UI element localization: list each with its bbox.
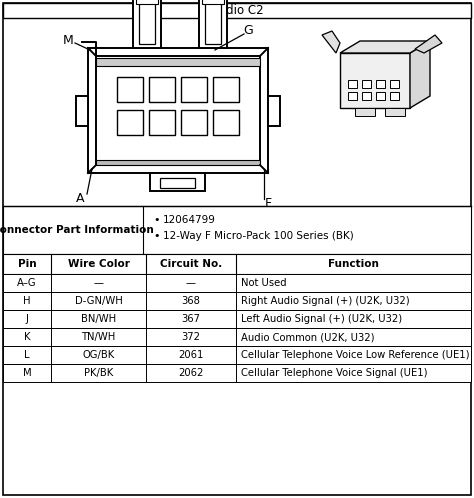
Text: 368: 368 — [182, 296, 201, 306]
Text: Cellular Telephone Voice Signal (UE1): Cellular Telephone Voice Signal (UE1) — [241, 368, 428, 378]
Text: Right Audio Signal (+) (U2K, U32): Right Audio Signal (+) (U2K, U32) — [241, 296, 410, 306]
Text: —: — — [186, 278, 196, 288]
Polygon shape — [322, 31, 340, 53]
Bar — [161, 178, 195, 188]
Text: —: — — [93, 278, 103, 288]
Text: Not Used: Not Used — [241, 278, 287, 288]
Bar — [362, 80, 371, 88]
Text: Connector Part Information: Connector Part Information — [0, 225, 154, 235]
Bar — [205, 0, 221, 44]
Bar — [3, 346, 471, 364]
Bar — [376, 80, 385, 88]
Bar — [390, 92, 399, 100]
Text: 2062: 2062 — [178, 368, 204, 378]
Text: •: • — [153, 231, 159, 241]
Bar — [202, 0, 224, 4]
Text: BN/WH: BN/WH — [81, 314, 116, 324]
Bar — [340, 53, 410, 108]
Bar — [117, 110, 143, 134]
Bar — [3, 292, 471, 310]
Bar — [139, 0, 155, 44]
Text: PK/BK: PK/BK — [84, 368, 113, 378]
Text: Left Audio Signal (+) (U2K, U32): Left Audio Signal (+) (U2K, U32) — [241, 314, 402, 324]
Text: TN/WH: TN/WH — [82, 332, 116, 342]
Bar — [376, 92, 385, 100]
Bar — [117, 77, 143, 102]
Text: 12064799: 12064799 — [163, 215, 216, 225]
Text: A: A — [76, 192, 84, 205]
Bar — [96, 160, 260, 165]
Bar — [355, 108, 375, 116]
Text: 2061: 2061 — [178, 350, 204, 360]
Bar — [181, 77, 207, 102]
Bar — [385, 108, 405, 116]
Text: L: L — [24, 350, 30, 360]
Text: M: M — [63, 33, 73, 46]
Text: OG/BK: OG/BK — [82, 350, 115, 360]
Text: M: M — [23, 368, 31, 378]
Text: •: • — [153, 215, 159, 225]
Bar — [3, 274, 471, 292]
Bar — [76, 96, 88, 125]
Bar — [181, 110, 207, 134]
Bar — [3, 328, 471, 346]
Text: Audio Common (U2K, U32): Audio Common (U2K, U32) — [241, 332, 374, 342]
Text: Cellular Telephone Voice Low Reference (UE1): Cellular Telephone Voice Low Reference (… — [241, 350, 470, 360]
Bar — [96, 56, 260, 165]
Text: Circuit No.: Circuit No. — [160, 259, 222, 269]
Bar — [362, 92, 371, 100]
Bar — [149, 77, 175, 102]
Bar — [268, 96, 280, 125]
Polygon shape — [415, 35, 442, 53]
Text: D-GN/WH: D-GN/WH — [74, 296, 122, 306]
Bar — [3, 364, 471, 382]
Text: 12-Way F Micro-Pack 100 Series (BK): 12-Way F Micro-Pack 100 Series (BK) — [163, 231, 354, 241]
Bar — [149, 110, 175, 134]
Bar — [3, 254, 471, 274]
Text: K: K — [24, 332, 30, 342]
Text: J: J — [26, 314, 28, 324]
Text: G: G — [243, 23, 253, 36]
Bar — [136, 0, 158, 4]
Bar — [3, 206, 471, 254]
Text: Wire Color: Wire Color — [68, 259, 129, 269]
Bar — [3, 310, 471, 328]
Bar — [96, 58, 260, 66]
Text: H: H — [23, 296, 31, 306]
Bar — [3, 3, 471, 18]
Text: A–G: A–G — [17, 278, 37, 288]
Bar — [348, 92, 357, 100]
Bar — [88, 48, 268, 173]
Text: 367: 367 — [182, 314, 201, 324]
Bar — [133, 0, 161, 48]
Text: 372: 372 — [182, 332, 201, 342]
Polygon shape — [340, 41, 430, 53]
Bar — [213, 110, 239, 134]
Bar — [199, 0, 227, 48]
Bar — [348, 80, 357, 88]
Bar — [390, 80, 399, 88]
Bar — [213, 77, 239, 102]
Text: F: F — [264, 197, 272, 210]
Polygon shape — [410, 41, 430, 108]
Text: Radio C2: Radio C2 — [210, 4, 264, 17]
Bar — [151, 173, 206, 191]
Text: Function: Function — [328, 259, 379, 269]
Text: Pin: Pin — [18, 259, 36, 269]
